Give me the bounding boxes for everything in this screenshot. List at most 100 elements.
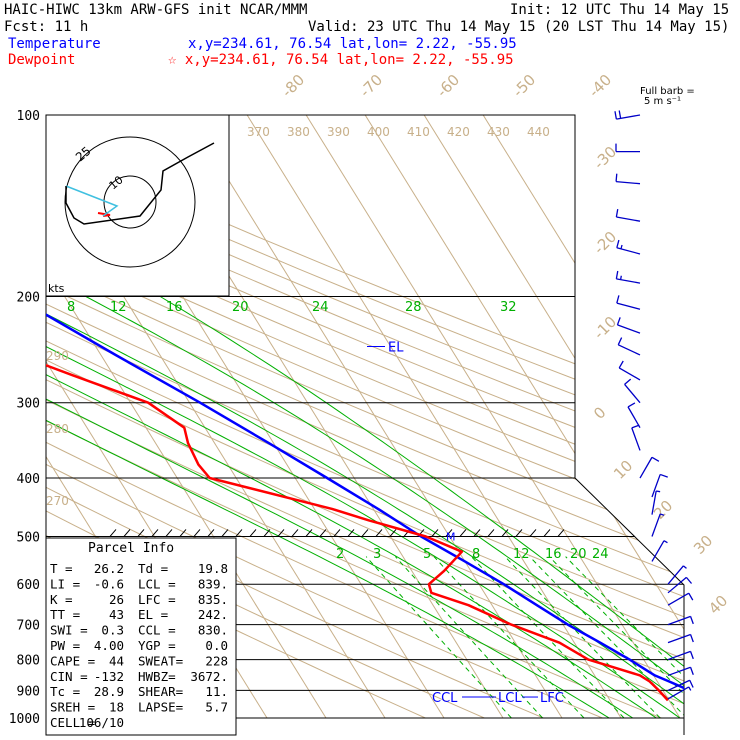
wind-barb <box>615 143 640 153</box>
parcel-cell: 0.3 <box>101 623 124 638</box>
parcel-cell: CCL = <box>138 623 176 638</box>
isotherm-line <box>423 115 684 719</box>
mixing-ratio-label: 12 <box>513 547 530 562</box>
isotherm-line <box>364 115 684 719</box>
wind-barb <box>616 239 641 255</box>
wind-barb <box>667 633 694 644</box>
pressure-tick-label: 600 <box>17 578 40 593</box>
barb-staff <box>667 679 691 691</box>
barb-flag <box>688 686 692 691</box>
theta-label: 420 <box>447 125 470 139</box>
barb-staff <box>651 490 657 515</box>
mixing-ratio-label: 2 <box>336 547 344 562</box>
barb-flag <box>618 360 624 369</box>
barb-flag <box>683 565 687 569</box>
lfc-label: LFC <box>540 691 564 706</box>
barb-staff <box>651 540 665 562</box>
parcel-cell: SWEAT= <box>138 653 183 668</box>
barb-staff <box>616 302 641 310</box>
barb-staff <box>667 633 691 644</box>
dry-adiabat <box>46 115 684 719</box>
barb-flag <box>659 513 665 516</box>
parcel-cell: 3672. <box>190 669 228 684</box>
wind-barb <box>651 540 668 562</box>
moist-adiabat-label: 12 <box>110 300 127 315</box>
barb-flag <box>656 490 661 493</box>
barb-staff <box>651 513 661 537</box>
freezing-hatch <box>249 529 257 537</box>
freezing-hatch <box>515 529 523 537</box>
moist-adiabat-label: 28 <box>405 300 422 315</box>
parcel-cell: LFC = <box>138 592 176 607</box>
barb-staff <box>667 615 691 626</box>
isotherm-label: 30 <box>690 532 716 558</box>
parcel-cell: 19.8 <box>198 561 228 576</box>
wind-barb <box>614 110 641 120</box>
barb-flag <box>659 473 668 478</box>
wind-barb <box>615 209 641 222</box>
theta-label: 380 <box>287 125 310 139</box>
barb-staff <box>667 686 690 700</box>
pressure-tick-label: 1000 <box>9 712 40 727</box>
barb-staff <box>667 650 691 661</box>
hodograph-lower <box>65 185 119 217</box>
wind-barb <box>651 490 661 515</box>
wind-barb <box>667 679 694 691</box>
parcel-cell: 106/10 <box>79 715 124 730</box>
parcel-cell: 835. <box>198 592 228 607</box>
parcel-cell: 839. <box>198 576 228 591</box>
wind-barb <box>667 650 694 661</box>
dry-adiabat <box>46 115 684 719</box>
theta-label: 410 <box>407 125 430 139</box>
theta-label: 440 <box>527 125 550 139</box>
dry-adiabat <box>46 115 684 719</box>
parcel-info-box: Parcel Info T = 26.2 Td = 19.8 LI = -0.6 LCL = 8… <box>45 537 237 736</box>
freezing-hatch <box>165 529 173 537</box>
parcel-cell: 228 <box>205 653 228 668</box>
wind-barb <box>624 378 641 404</box>
barb-staff <box>616 216 641 222</box>
isotherm-label: 40 <box>705 592 731 618</box>
barb-staff <box>617 344 641 356</box>
parcel-cell: 0.0 <box>205 638 228 653</box>
mixing-ratio-line <box>471 556 625 719</box>
freezing-hatch <box>445 529 453 537</box>
freezing-hatch <box>557 529 565 537</box>
freezing-hatch <box>291 529 299 537</box>
wind-barb <box>615 173 641 185</box>
freezing-hatch <box>501 529 509 537</box>
parcel-cell: 5.7 <box>205 700 228 715</box>
dewpoint-legend: Dewpoint <box>8 52 75 68</box>
hodograph-units: kts <box>48 282 65 295</box>
isotherm-label: -50 <box>509 71 539 101</box>
forecast-hour: Fcst: 11 h <box>4 19 88 35</box>
el-label: EL <box>388 340 404 355</box>
dry-adiabat <box>46 115 684 719</box>
parcel-cell: -132 <box>94 669 124 684</box>
wind-barb <box>667 576 693 594</box>
barb-staff <box>639 456 653 479</box>
barb-flag <box>627 402 636 408</box>
barb-staff <box>618 367 641 381</box>
temperature-location: x,y=234.61, 76.54 lat,lon= 2.22, -55.95 <box>188 36 517 52</box>
parcel-cell: HWBZ= <box>138 669 176 684</box>
parcel-cell: 43 <box>109 607 124 622</box>
isotherm-line <box>187 115 563 719</box>
freezing-hatch <box>431 529 439 537</box>
mixing-ratio-label: 20 <box>570 547 587 562</box>
wind-barb <box>627 402 641 428</box>
barb-staff <box>667 592 690 606</box>
dry-adiabat <box>46 115 684 719</box>
mixing-ratio-line <box>504 556 661 719</box>
dry-adiabat <box>46 115 684 719</box>
wind-barb <box>615 270 641 284</box>
barb-staff <box>616 180 641 185</box>
wind-barb <box>667 666 694 677</box>
parcel-cell: 26 <box>109 592 124 607</box>
dry-adiabat <box>46 115 684 719</box>
barb-flag <box>624 378 632 385</box>
theta-label: 280 <box>46 422 69 436</box>
barb-flag <box>620 244 623 250</box>
freezing-hatch <box>543 529 551 537</box>
freezing-hatch <box>333 529 341 537</box>
